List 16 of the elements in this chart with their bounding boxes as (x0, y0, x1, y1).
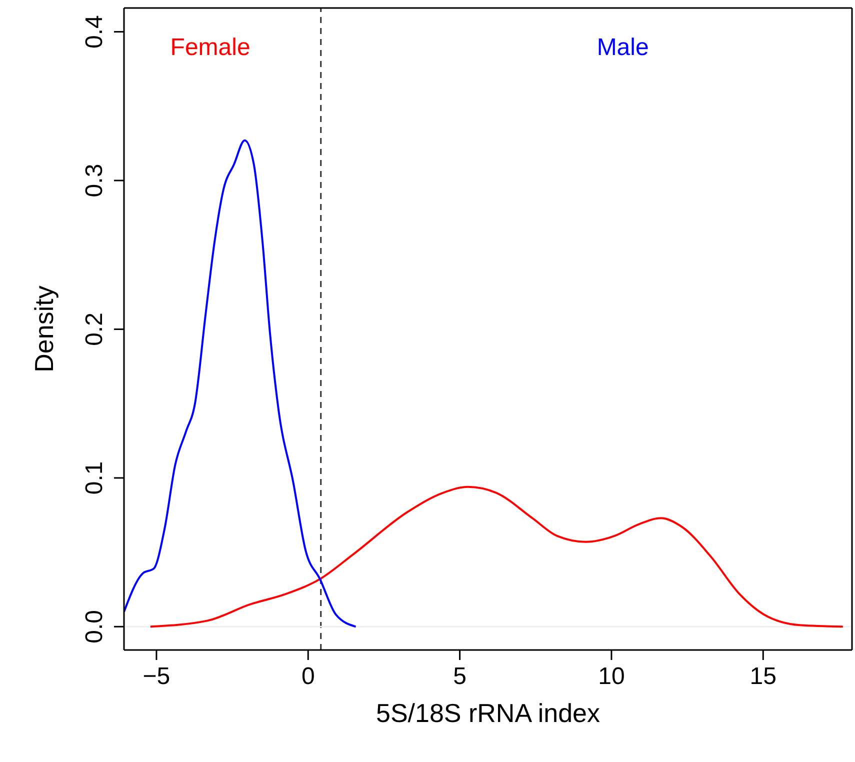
y-tick-label: 0.3 (81, 164, 108, 198)
x-tick-label: 0 (301, 663, 315, 690)
y-tick-label: 0.1 (81, 461, 108, 495)
x-tick-label: 15 (750, 663, 776, 690)
annotation: Female (170, 34, 250, 62)
y-tick-label: 0.0 (81, 610, 108, 644)
x-axis-title: 5S/18S rRNA index (376, 698, 600, 728)
line-series (124, 139, 357, 628)
x-tick-label: 10 (598, 663, 625, 690)
y-axis-title: Density (29, 286, 60, 372)
line-series (149, 486, 844, 628)
y-tick-label: 0.2 (81, 312, 108, 346)
annotation: Male (596, 34, 649, 62)
y-tick-label: 0.4 (81, 15, 108, 48)
x-tick-label: −5 (142, 663, 170, 690)
x-tick-label: 5 (453, 663, 466, 690)
